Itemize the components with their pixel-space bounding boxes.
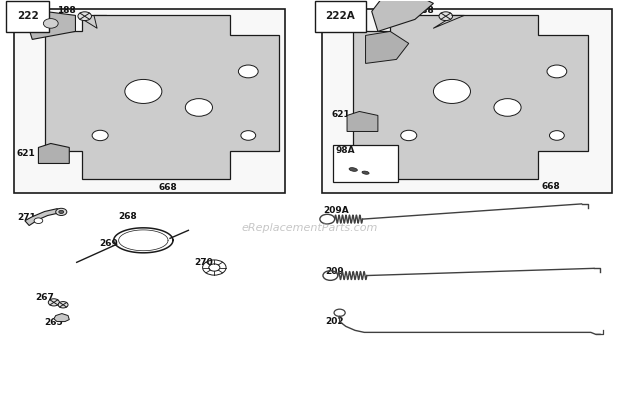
Circle shape (48, 299, 60, 306)
Circle shape (58, 301, 68, 308)
Text: eReplacementParts.com: eReplacementParts.com (242, 222, 378, 233)
Polygon shape (366, 31, 409, 63)
Text: 668: 668 (541, 183, 560, 191)
Circle shape (34, 218, 43, 224)
Bar (14, 9, 285, 193)
Polygon shape (26, 11, 76, 39)
Circle shape (92, 130, 108, 141)
Text: 265: 265 (45, 318, 63, 327)
Text: 268: 268 (118, 212, 138, 221)
Text: 621: 621 (17, 149, 35, 158)
Text: 621: 621 (332, 110, 350, 119)
Circle shape (78, 12, 92, 21)
Ellipse shape (349, 168, 357, 171)
Circle shape (59, 210, 64, 214)
Text: 271: 271 (17, 212, 36, 222)
Text: 222A: 222A (326, 11, 355, 21)
Text: 202: 202 (325, 318, 343, 326)
Bar (322, 9, 613, 193)
Text: 269: 269 (99, 239, 118, 248)
Circle shape (56, 208, 67, 216)
Circle shape (401, 130, 417, 141)
Polygon shape (25, 209, 63, 226)
Text: 98A: 98A (336, 146, 355, 155)
Circle shape (494, 99, 521, 116)
Polygon shape (353, 15, 588, 179)
Text: 188: 188 (57, 6, 76, 15)
Polygon shape (45, 15, 279, 179)
Text: 668: 668 (159, 183, 177, 192)
Ellipse shape (362, 171, 369, 174)
Text: 222: 222 (17, 11, 38, 21)
Bar (334, 145, 398, 182)
Text: 270: 270 (194, 258, 213, 267)
Polygon shape (372, 0, 433, 31)
Circle shape (125, 79, 162, 104)
Text: 188: 188 (415, 6, 433, 15)
Circle shape (433, 79, 471, 104)
Circle shape (185, 99, 213, 116)
Text: 209: 209 (325, 266, 343, 276)
Text: 209A: 209A (324, 206, 349, 215)
Circle shape (549, 131, 564, 140)
Polygon shape (54, 314, 69, 322)
Circle shape (43, 19, 58, 28)
Circle shape (439, 12, 453, 21)
Text: 267: 267 (35, 293, 54, 302)
Circle shape (239, 65, 258, 78)
Polygon shape (347, 112, 378, 131)
Circle shape (241, 131, 255, 140)
Polygon shape (38, 143, 69, 164)
Circle shape (547, 65, 567, 78)
